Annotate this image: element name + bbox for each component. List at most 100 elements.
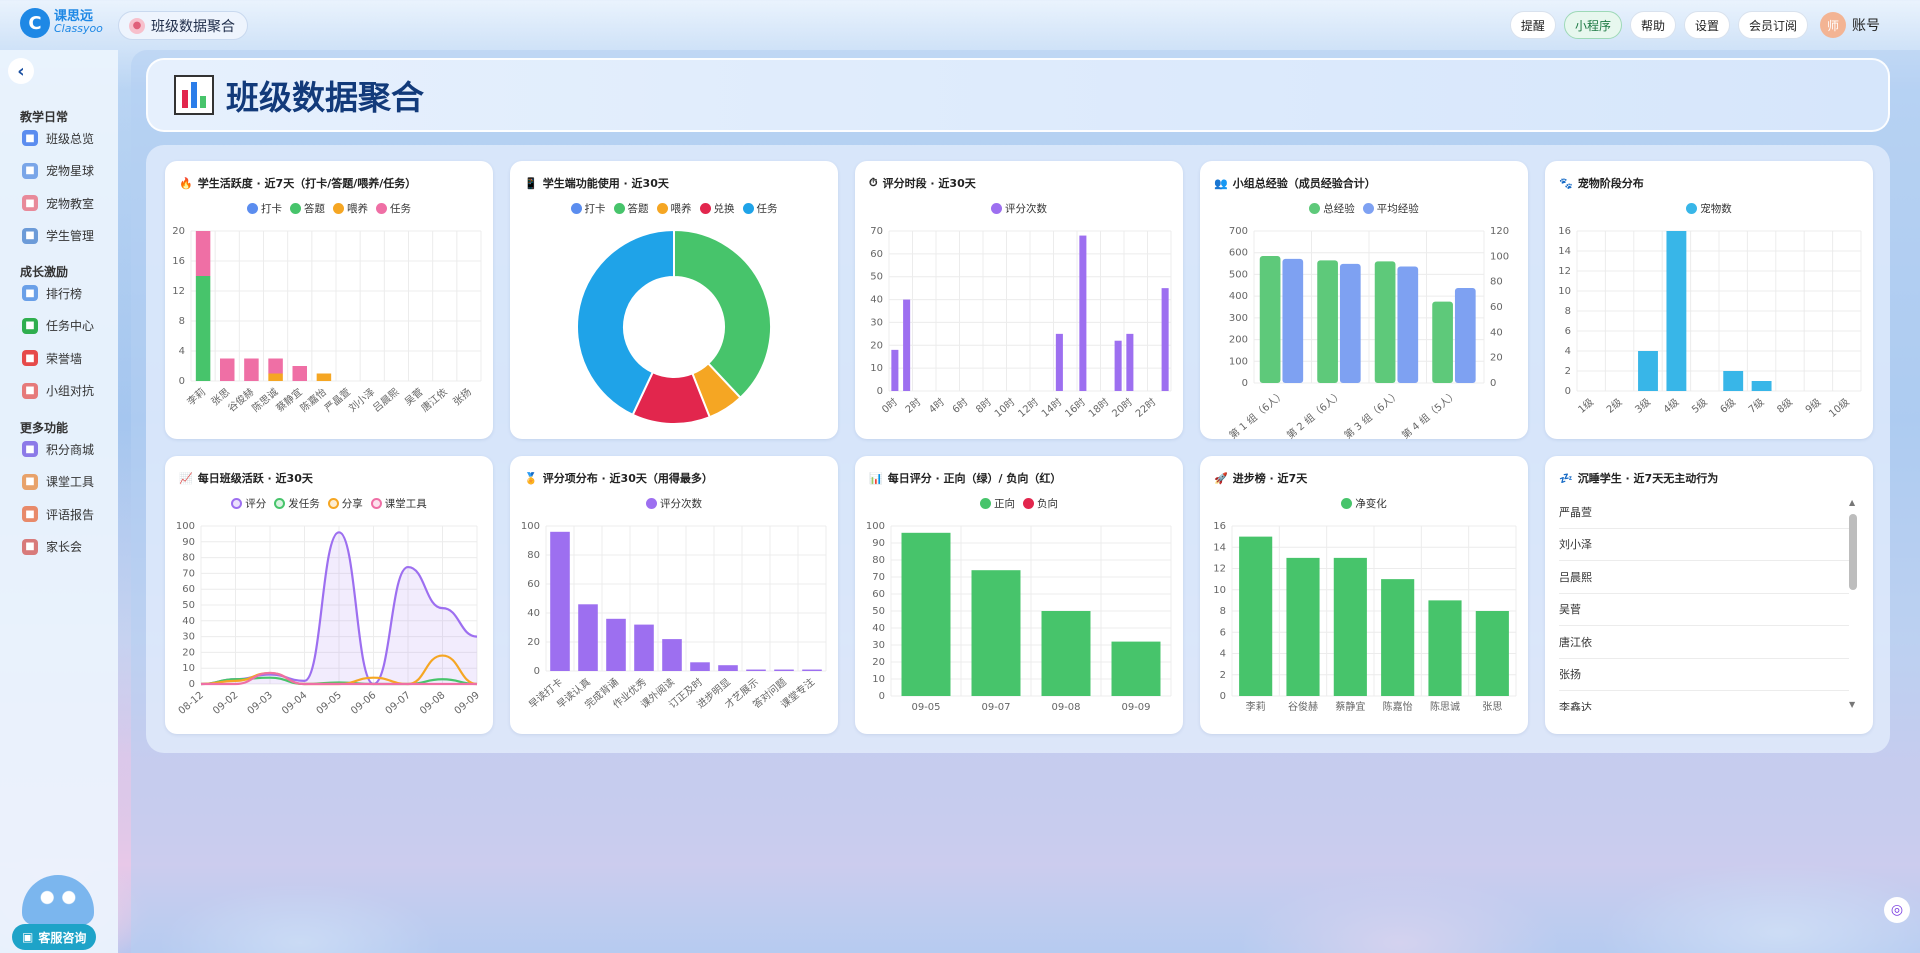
mini-program-button[interactable]: 小程序 — [1563, 11, 1622, 39]
legend-item[interactable]: 正向 — [980, 496, 1015, 511]
legend-label: 评分 — [245, 498, 267, 510]
sidebar-item[interactable]: ■ 课堂工具 — [22, 472, 94, 492]
bar — [1381, 579, 1415, 696]
y-tick-label: 60 — [870, 249, 883, 260]
scroll-down-icon[interactable]: ▼ — [1849, 700, 1856, 709]
x-tick-label: 7级 — [1746, 396, 1766, 416]
x-tick-label: 4时 — [927, 396, 947, 416]
x-tick-label: 张扬 — [450, 385, 474, 408]
subscription-button[interactable]: 会员订阅 — [1737, 11, 1808, 39]
group-icon: 👥 — [1214, 176, 1228, 190]
x-tick-label: 第 3 组（6人） — [1341, 387, 1402, 439]
sidebar-item[interactable]: ■ 小组对抗 — [22, 381, 94, 401]
list-item[interactable]: 严晶萱 — [1559, 496, 1849, 529]
list-item[interactable]: 吴菅 — [1559, 594, 1849, 626]
legend-label: 任务 — [756, 203, 778, 215]
legend-swatch — [570, 203, 582, 214]
card-title-sleeping: 沉睡学生 · 近7天无主动行为 — [1577, 472, 1719, 485]
legend-item[interactable]: 评分次数 — [991, 201, 1047, 216]
card-title-score-items: 评分项分布 · 近30天（用得最多） — [542, 472, 713, 485]
legend-label: 答题 — [304, 203, 325, 215]
sidebar-item[interactable]: ■ 班级总览 — [22, 128, 94, 148]
legend-item[interactable]: 发任务 — [274, 496, 320, 511]
bar — [903, 299, 911, 391]
list-item[interactable]: 李鑫达 — [1559, 691, 1849, 711]
legend-item[interactable]: 喂养 — [656, 201, 692, 216]
account-menu[interactable]: 师 账号 — [1820, 12, 1880, 38]
scroll-up-icon[interactable]: ▲ — [1849, 498, 1856, 507]
sidebar-item[interactable]: ■ 家长会 — [22, 537, 82, 557]
y-tick-label: 40 — [527, 608, 540, 619]
legend-item[interactable]: 分享 — [327, 496, 363, 511]
sidebar-section-title: 更多功能 — [20, 421, 69, 435]
scrollbar[interactable]: ▲ ▼ — [1849, 498, 1857, 710]
legend-item[interactable]: 任务 — [742, 201, 778, 216]
sidebar-item[interactable]: ■ 宠物教室 — [22, 193, 94, 213]
sidebar-item[interactable]: ■ 荣誉墙 — [22, 348, 82, 368]
bar — [1079, 235, 1087, 391]
sidebar-item[interactable]: ■ 排行榜 — [22, 283, 82, 303]
legend-item[interactable]: 评分次数 — [646, 496, 702, 511]
settings-button[interactable]: 设置 — [1683, 11, 1730, 39]
card-title-progress: 进步榜 · 近7天 — [1232, 472, 1308, 485]
grid: 0 2 4 6 8 10 12 14 16 — [1558, 226, 1862, 397]
list-item[interactable]: 刘小泽 — [1559, 529, 1849, 561]
sleeping-student-list[interactable]: 严晶萱 刘小泽 吕晨熙 吴菅 唐江依 张扬 李鑫达 — [1559, 496, 1849, 711]
card-title-group-exp: 小组总经验（成员经验合计） — [1232, 177, 1376, 190]
list-item[interactable]: 吕晨熙 — [1559, 561, 1849, 594]
y-tick-label: 70 — [182, 568, 195, 579]
sidebar-item[interactable]: ■ 评语报告 — [22, 504, 94, 524]
y-tick-label: 600 — [1229, 248, 1248, 259]
legend-item[interactable]: 打卡 — [247, 201, 282, 216]
sidebar-item[interactable]: ■ 宠物星球 — [22, 161, 94, 181]
x-tick-label: 09-03 — [246, 690, 275, 717]
list-item[interactable]: 唐江依 — [1559, 626, 1849, 659]
y-tick-label: 30 — [870, 317, 883, 328]
sidebar-item[interactable]: ■ 任务中心 — [22, 316, 94, 336]
y-tick-label: 700 — [1229, 226, 1248, 237]
floating-helper-icon[interactable]: ◎ — [1884, 897, 1910, 923]
x-tick-label: 李莉 — [184, 385, 208, 408]
legend-item[interactable]: 总经验 — [1309, 201, 1355, 216]
scrollbar-thumb[interactable] — [1849, 514, 1857, 590]
y2-tick-label: 80 — [1490, 277, 1503, 288]
sidebar-item[interactable]: ■ 学生管理 — [22, 226, 94, 246]
y-tick-label: 10 — [872, 674, 885, 685]
help-button[interactable]: 帮助 — [1629, 11, 1676, 39]
bar — [1161, 288, 1169, 391]
y-tick-label: 0 — [1242, 378, 1248, 389]
app-logo[interactable]: C 课思远 Classyoo — [20, 8, 103, 38]
legend-item[interactable]: 负向 — [1023, 496, 1058, 511]
y-tick-label: 4 — [179, 346, 185, 357]
remind-button[interactable]: 提醒 — [1509, 11, 1556, 39]
list-item[interactable]: 张扬 — [1559, 659, 1849, 691]
customer-service-button[interactable]: ▣ 客服咨询 — [12, 924, 97, 950]
legend-item[interactable]: 答题 — [613, 201, 649, 216]
y-tick-label: 0 — [189, 679, 195, 690]
y-tick-label: 0 — [179, 376, 185, 387]
legend-item[interactable]: 喂养 — [333, 201, 368, 216]
legend-item[interactable]: 兑换 — [699, 201, 735, 216]
y-tick-label: 8 — [1565, 306, 1571, 317]
x-tick-label: 09-08 — [418, 690, 447, 717]
bar — [195, 231, 211, 276]
x-tick-label: 09-05 — [911, 702, 940, 713]
legend-item[interactable]: 平均经验 — [1362, 201, 1419, 216]
y-tick-label: 20 — [527, 637, 540, 648]
x-tick-label: 09-09 — [1121, 702, 1150, 713]
sidebar-item[interactable]: ■ 积分商城 — [22, 439, 94, 459]
legend-item[interactable]: 课堂工具 — [370, 496, 427, 511]
legend-swatch — [247, 203, 258, 214]
legend-item[interactable]: 任务 — [376, 201, 411, 216]
collapse-sidebar-button[interactable]: ‹ — [8, 58, 34, 84]
legend-item[interactable]: 宠物数 — [1686, 201, 1732, 216]
legend-item[interactable]: 打卡 — [570, 201, 606, 216]
card-group-exp: 👥 小组总经验（成员经验合计） 总经验 平均经验 0 100 200 300 400 500 6… — [1200, 161, 1528, 439]
bar — [1041, 611, 1091, 696]
legend-swatch — [980, 498, 991, 509]
legend-item[interactable]: 答题 — [290, 201, 325, 216]
x-tick-label: 蔡静宜 — [273, 385, 304, 414]
current-page-tab[interactable]: ● 班级数据聚合 — [118, 11, 248, 40]
legend-item[interactable]: 评分 — [231, 496, 266, 511]
legend-item[interactable]: 净变化 — [1341, 496, 1387, 511]
